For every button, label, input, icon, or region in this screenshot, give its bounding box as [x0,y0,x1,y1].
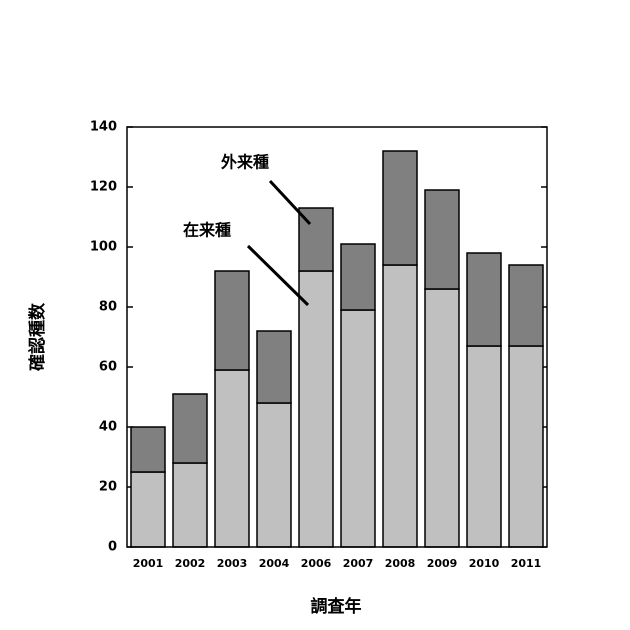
y-tick-label: 40 [99,420,117,435]
annotation-line [246,244,310,307]
x-tick-label: 2001 [133,557,164,570]
y-axis-label: 確認種数 [27,302,48,371]
bar-segment [130,426,166,473]
bar-segment [424,189,460,290]
x-tick-label: 2003 [217,557,248,570]
bar-segment [172,462,208,548]
bar-segment [256,402,292,548]
annotation-line [268,179,312,226]
annotation: 外来種 [220,153,269,172]
y-tick-label: 0 [108,540,117,555]
bar-segment [424,288,460,548]
x-tick-label: 2009 [427,557,458,570]
bar-segment [340,243,376,311]
bar-segment [172,393,208,464]
x-tick-label: 2008 [385,557,416,570]
x-axis-label: 調査年 [311,596,362,617]
bar-segment [382,264,418,548]
plot-frame [126,126,548,548]
annotation: 在来種 [183,221,231,240]
bar-segment [340,309,376,548]
x-tick-label: 2010 [469,557,500,570]
y-tick-label: 20 [99,480,117,495]
y-tick-label: 100 [90,240,117,255]
y-tick-label: 120 [90,180,117,195]
bar-segment [508,345,544,548]
bar-segment [508,264,544,347]
x-tick-label: 2002 [175,557,206,570]
bar-segment [256,330,292,404]
bar-segment [130,471,166,548]
bar-segment [298,270,334,548]
bar-segment [214,270,250,371]
bar-segment [466,252,502,347]
x-tick-label: 2007 [343,557,374,570]
y-tick-label: 60 [99,360,117,375]
bar-segment [214,369,250,548]
bar-segment [382,150,418,266]
y-tick-label: 140 [90,120,117,135]
x-tick-label: 2006 [301,557,332,570]
y-tick-label: 80 [99,300,117,315]
bar-segment [466,345,502,548]
x-tick-label: 2004 [259,557,290,570]
x-tick-label: 2011 [511,557,542,570]
